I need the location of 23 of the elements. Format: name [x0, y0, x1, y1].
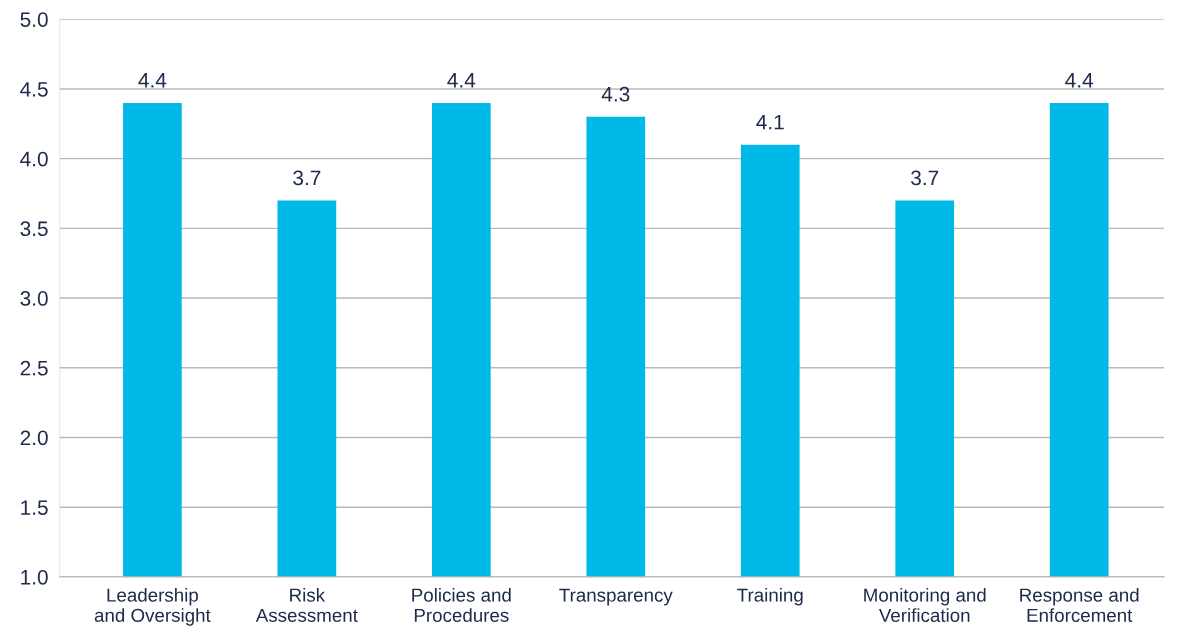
y-tick-label: 4.0 [20, 151, 48, 167]
data-label: 4.4 [447, 73, 476, 88]
x-tick-label: Leadership and Oversight [94, 588, 211, 626]
data-label: 4.1 [756, 114, 784, 130]
y-tick-label: 4.5 [20, 82, 48, 97]
y-tick-label: 2.5 [20, 360, 48, 376]
y-tick-label: 5.0 [20, 12, 48, 27]
x-tick-label: Policies and Procedures [412, 588, 511, 622]
data-label: 4.4 [1065, 73, 1094, 88]
data-label: 3.7 [293, 170, 321, 186]
x-tick-label: Risk Assessment [255, 588, 358, 622]
data-label: 4.4 [138, 73, 167, 88]
y-tick-label: 3.5 [20, 221, 48, 237]
y-tick-label: 2.0 [20, 430, 48, 446]
y-tick-label: 1.5 [21, 500, 48, 515]
y-tick-label: 3.0 [20, 291, 48, 306]
x-tick-label: Monitoring and Verification [864, 588, 986, 622]
x-tick-label: Training [737, 588, 803, 606]
data-label: 3.7 [911, 170, 939, 186]
x-tick-label: Response and Enforcement [1020, 588, 1139, 622]
x-tick-label: Transparency [559, 588, 673, 606]
y-tick-label: 1.0 [21, 569, 48, 585]
data-label: 4.3 [601, 86, 630, 102]
